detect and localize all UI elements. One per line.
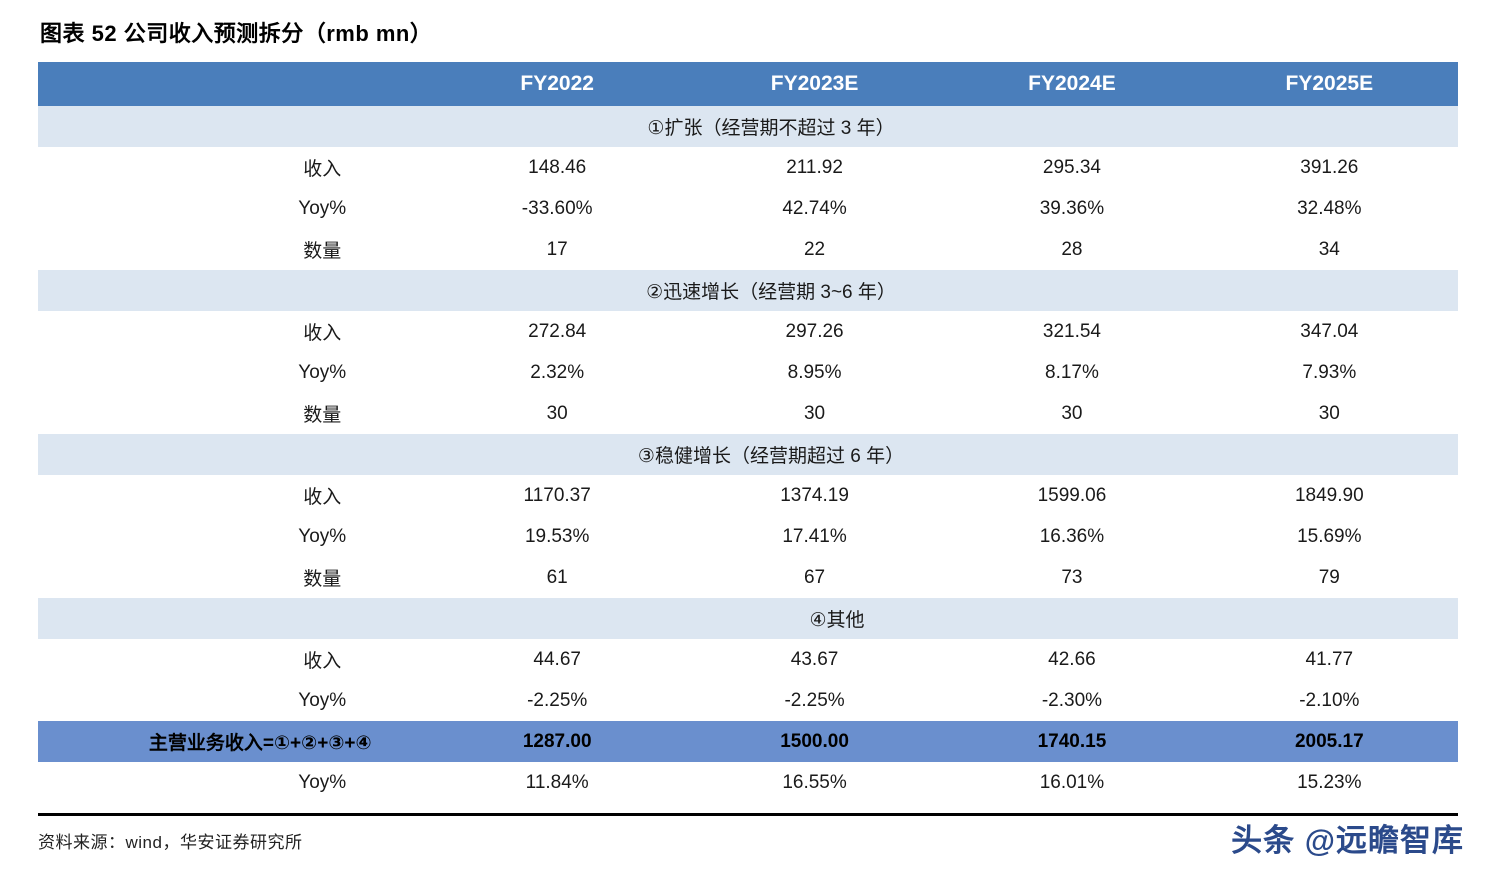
value-cell: 39.36% — [1039, 197, 1105, 219]
value-cell: 11.84% — [525, 771, 589, 793]
value-cell: 16.01% — [1039, 771, 1105, 793]
section-label: ①扩张（经营期不超过 3 年） — [38, 106, 1458, 147]
table-row: 收入 44.67 43.67 42.66 41.77 — [38, 639, 1458, 680]
table-row: ④其他 — [38, 598, 1458, 639]
value-cell: 42.74% — [782, 197, 847, 219]
revenue-forecast-table: FY2022 FY2023E FY2024E FY2025E ①扩张（经营期不超… — [38, 62, 1458, 803]
value-cell: 1500.00 — [685, 721, 944, 762]
value-cell: 16.36% — [1039, 525, 1105, 547]
value-cell: 61 — [546, 566, 568, 588]
value-cell: 22 — [803, 238, 826, 260]
table-row: Yoy% 19.53% 17.41% 16.36% 15.69% — [38, 516, 1458, 557]
section-label: ③稳健增长（经营期超过 6 年） — [38, 434, 1458, 475]
value-cell: 1170.37 — [523, 484, 591, 506]
value-cell: 2.32% — [530, 361, 585, 383]
value-cell: -33.60% — [521, 197, 593, 219]
page-title: 图表 52 公司收入预测拆分（rmb mn） — [40, 21, 433, 46]
row-label: Yoy% — [298, 771, 347, 793]
value-cell: 73 — [1061, 566, 1083, 588]
row-label: Yoy% — [298, 361, 347, 383]
row-label: 收入 — [303, 651, 342, 672]
table-row: 数量 61 67 73 79 — [38, 557, 1458, 598]
table-row: 收入 148.46 211.92 295.34 391.26 — [38, 147, 1458, 188]
table-row: ③稳健增长（经营期超过 6 年） — [38, 434, 1458, 475]
row-label: 数量 — [303, 241, 342, 262]
value-cell: 2005.17 — [1200, 721, 1458, 762]
value-cell: -2.25% — [784, 689, 845, 711]
table-row: ①扩张（经营期不超过 3 年） — [38, 106, 1458, 147]
value-cell: 1287.00 — [428, 721, 686, 762]
value-cell: 15.69% — [1297, 525, 1362, 547]
value-cell: 44.67 — [533, 648, 581, 670]
section-label: ②迅速增长（经营期 3~6 年） — [38, 270, 1458, 311]
row-label: 收入 — [303, 159, 342, 180]
value-cell: 295.34 — [1042, 156, 1101, 178]
value-cell: 321.54 — [1042, 320, 1101, 342]
column-header-fy2024e: FY2024E — [943, 62, 1201, 106]
value-cell: 42.66 — [1048, 648, 1096, 670]
row-label: 数量 — [303, 569, 342, 590]
value-cell: 8.95% — [787, 361, 842, 383]
row-label: Yoy% — [298, 197, 347, 219]
table-footer: 资料来源：wind，华安证券研究所 — [38, 813, 1458, 853]
row-label: 数量 — [303, 405, 342, 426]
value-cell: -2.10% — [1299, 689, 1360, 711]
table-row: Yoy% -2.25% -2.25% -2.30% -2.10% — [38, 680, 1458, 721]
row-label: 收入 — [303, 323, 342, 344]
table-row: 数量 30 30 30 30 — [38, 393, 1458, 434]
value-cell: 211.92 — [786, 156, 843, 178]
value-cell: 67 — [803, 566, 826, 588]
table-row: 收入 272.84 297.26 321.54 347.04 — [38, 311, 1458, 352]
value-cell: 1740.15 — [943, 721, 1201, 762]
table-row: Yoy% -33.60% 42.74% 39.36% 32.48% — [38, 188, 1458, 229]
value-cell: 32.48% — [1297, 197, 1362, 219]
row-label: Yoy% — [298, 689, 347, 711]
value-cell: 30 — [1318, 402, 1340, 424]
row-label: 收入 — [303, 487, 342, 508]
value-cell: -2.30% — [1041, 689, 1103, 711]
value-cell: 148.46 — [528, 156, 587, 178]
table-header-row: FY2022 FY2023E FY2024E FY2025E — [38, 62, 1458, 106]
table-row: 收入 1170.37 1374.19 1599.06 1849.90 — [38, 475, 1458, 516]
value-cell: 30 — [1061, 402, 1083, 424]
row-label: 主营业务收入=①+②+③+④ — [38, 721, 429, 762]
value-cell: 347.04 — [1300, 320, 1359, 342]
value-cell: 7.93% — [1302, 361, 1357, 383]
value-cell: 1374.19 — [780, 484, 849, 506]
column-header-fy2023e: FY2023E — [685, 62, 944, 106]
value-cell: 43.67 — [790, 648, 839, 670]
column-header-blank — [38, 62, 429, 106]
section-label: ④其他 — [38, 598, 1458, 639]
table-row: Yoy% 11.84% 16.55% 16.01% 15.23% — [38, 762, 1458, 803]
column-header-fy2022: FY2022 — [428, 62, 686, 106]
value-cell: 41.77 — [1305, 648, 1354, 670]
value-cell: 297.26 — [785, 320, 844, 342]
value-cell: 79 — [1318, 566, 1340, 588]
table-row: Yoy% 2.32% 8.95% 8.17% 7.93% — [38, 352, 1458, 393]
value-cell: 16.55% — [782, 771, 847, 793]
value-cell: 391.26 — [1300, 156, 1359, 178]
table-row: 主营业务收入=①+②+③+④ 1287.00 1500.00 1740.15 2005.… — [38, 721, 1458, 762]
value-cell: 30 — [546, 402, 568, 424]
value-cell: 8.17% — [1045, 361, 1099, 383]
value-cell: 17.41% — [782, 525, 847, 547]
value-cell: 28 — [1061, 238, 1083, 260]
value-cell: 1849.90 — [1294, 484, 1364, 506]
value-cell: 30 — [803, 402, 826, 424]
value-cell: 1599.06 — [1037, 484, 1107, 506]
value-cell: 272.84 — [528, 320, 587, 342]
value-cell: 17 — [546, 238, 568, 260]
row-label: Yoy% — [298, 525, 347, 547]
value-cell: -2.25% — [527, 689, 588, 711]
column-header-fy2025e: FY2025E — [1200, 62, 1458, 106]
value-cell: 19.53% — [524, 525, 590, 547]
value-cell: 34 — [1318, 238, 1340, 260]
source-note: 资料来源：wind，华安证券研究所 — [38, 833, 303, 852]
watermark: 头条 @远瞻智库 — [1231, 823, 1464, 858]
revenue-table-body: ①扩张（经营期不超过 3 年） 收入 148.46 211.92 295.34 391.2… — [38, 106, 1458, 803]
table-row: 数量 17 22 28 34 — [38, 229, 1458, 270]
table-row: ②迅速增长（经营期 3~6 年） — [38, 270, 1458, 311]
value-cell: 15.23% — [1297, 771, 1362, 793]
